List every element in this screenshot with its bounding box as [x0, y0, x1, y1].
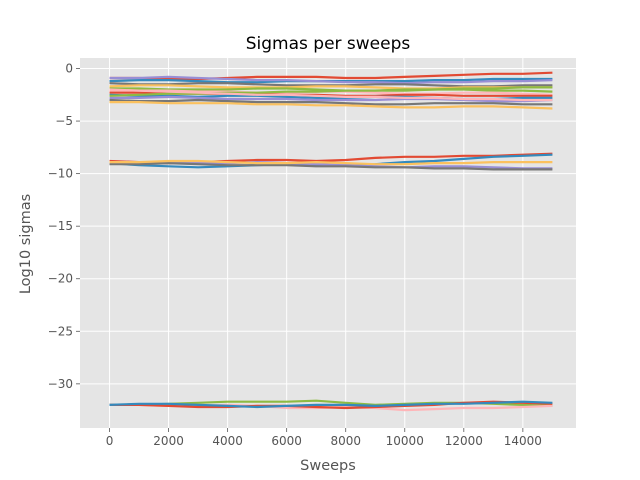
axis-ticks: 0 2000 4000 6000 8000 10000 12000 14000 0 −5 −10 −1… [48, 62, 542, 448]
plot-background [80, 58, 576, 428]
y-tick-label: −25 [48, 324, 73, 338]
series-line [109, 159, 553, 166]
series-line [109, 75, 553, 85]
series-line [109, 162, 553, 171]
y-tick-label: −5 [55, 114, 73, 128]
series-lines [109, 71, 553, 412]
series-line [109, 71, 553, 81]
y-axis-title: Log10 sigmas [18, 194, 34, 294]
x-tick-label: 6000 [271, 434, 302, 448]
y-tick-label: 0 [65, 62, 73, 76]
x-tick-label: 4000 [212, 434, 243, 448]
y-tick-label: −30 [48, 377, 73, 391]
series-line [109, 88, 553, 102]
x-tick-label: 0 [106, 434, 114, 448]
y-tick-label: −20 [48, 272, 73, 286]
x-tick-label: 10000 [386, 434, 424, 448]
x-tick-label: 14000 [504, 434, 542, 448]
y-tick-label: −10 [48, 167, 73, 181]
x-tick-label: 12000 [445, 434, 483, 448]
chart-title: Sigmas per sweeps [246, 34, 411, 54]
series-line [109, 100, 553, 110]
series-line [109, 98, 553, 106]
series-line [109, 95, 553, 103]
series-line [109, 400, 553, 409]
grid-lines [80, 58, 576, 428]
x-axis-title: Sweeps [300, 458, 356, 474]
y-tick-label: −15 [48, 219, 73, 233]
series-line [109, 86, 553, 97]
x-tick-label: 8000 [330, 434, 361, 448]
x-tick-label: 2000 [153, 434, 184, 448]
